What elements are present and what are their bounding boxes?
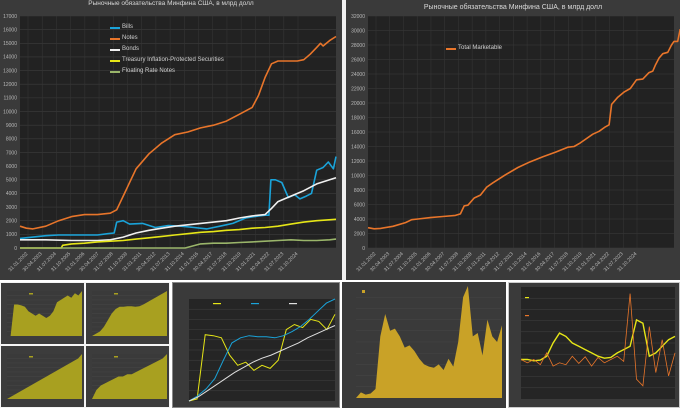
legend-label: Notes	[122, 35, 138, 41]
y-tick-label: 24000	[351, 72, 365, 78]
y-tick-label: 18000	[351, 115, 365, 121]
y-tick-label: 5000	[6, 178, 17, 184]
thumb-grid-four[interactable]	[0, 282, 170, 408]
y-tick-label: 14000	[3, 55, 17, 61]
legend-item: Treasury Inflation-Protected Securities	[110, 55, 224, 66]
plot-area	[20, 16, 336, 248]
y-tick-label: 26000	[351, 57, 365, 63]
legend-label: Bonds	[122, 46, 140, 52]
legend-swatch	[110, 37, 120, 40]
chart-title: Рыночные обязательства Минфина США, в мл…	[88, 0, 254, 7]
series-line-total-marketable	[367, 28, 680, 230]
y-tick-label: 20000	[351, 101, 365, 107]
y-tick-label: 2000	[6, 219, 17, 225]
chart-legend: Total Marketable	[446, 43, 502, 54]
y-tick-label: 16000	[351, 130, 365, 136]
mini-legend-swatch	[29, 293, 33, 295]
mini-legend-swatch	[525, 315, 529, 317]
y-tick-label: 11000	[3, 96, 17, 102]
mini-line-bonds	[188, 325, 336, 402]
y-tick-label: 10000	[351, 173, 365, 179]
mini-line-notes	[188, 298, 336, 402]
y-tick-label: 14000	[351, 144, 365, 150]
y-tick-label: 8000	[354, 188, 365, 194]
chart-total-marketable: Рыночные обязательства Минфина США, в мл…	[346, 0, 680, 280]
mini-area-1	[7, 291, 82, 336]
chart-svg: 0 1000 2000 3000 4000 5000 6000 7000 8000 9000 100…	[3, 14, 337, 273]
legend-item: Total Marketable	[446, 43, 502, 54]
y-tick-label: 13000	[3, 68, 17, 74]
y-tick-label: 0	[14, 246, 17, 252]
chart-marketable-breakdown: Рыночные обязательства Минфина США, в мл…	[0, 0, 342, 280]
thumb-svg	[356, 286, 502, 398]
y-tick-label: 12000	[3, 82, 17, 88]
mini-area-2	[92, 291, 167, 336]
y-tick-label: 30000	[351, 28, 365, 34]
series-line-bonds	[20, 176, 337, 242]
mini-legend-swatch	[114, 356, 118, 358]
y-tick-label: 28000	[351, 43, 365, 49]
thumb-gold-area[interactable]	[342, 282, 506, 408]
y-tick-label: 7000	[6, 150, 17, 156]
y-tick-label: 15000	[3, 41, 17, 47]
mini-legend-swatch	[289, 303, 297, 305]
y-tick-label: 9000	[6, 123, 17, 129]
panel-divider	[342, 0, 346, 280]
y-tick-label: 8000	[6, 137, 17, 143]
mini-area-3	[7, 354, 82, 399]
thumb-svg	[1, 283, 169, 407]
series-line-floating-rate-notes	[20, 238, 337, 249]
mini-legend-swatch	[213, 303, 221, 305]
chart-svg: 0 2000 4000 6000 8000 10000 12000 14000 16000 180…	[351, 14, 680, 273]
y-tick-label: 3000	[6, 205, 17, 211]
y-tick-label: 4000	[354, 217, 365, 223]
legend-swatch	[110, 70, 120, 73]
y-tick-label: 22000	[351, 86, 365, 92]
series-line-notes	[19, 35, 337, 230]
y-tick-label: 1000	[6, 232, 17, 238]
mini-legend-swatch	[251, 303, 259, 305]
mini-legend-swatch	[525, 297, 529, 299]
legend-item: Bonds	[110, 44, 224, 55]
y-tick-label: 6000	[354, 202, 365, 208]
mini-gold-area	[356, 286, 502, 398]
y-tick-label: 2000	[354, 231, 365, 237]
legend-label: Bills	[122, 24, 134, 30]
y-tick-label: 10000	[3, 109, 17, 115]
y-tick-label: 4000	[6, 191, 17, 197]
legend-swatch	[110, 59, 120, 62]
y-tick-label: 6000	[6, 164, 17, 170]
thumb-bills-notes-bonds[interactable]	[172, 282, 340, 408]
y-tick-label: 0	[362, 246, 365, 252]
y-tick-label: 17000	[3, 14, 17, 20]
mini-legend-swatch	[29, 356, 33, 358]
legend-item: Bills	[110, 22, 224, 33]
mini-legend-swatch	[114, 293, 118, 295]
series-line-treasury-inflation-protected-securities	[20, 218, 337, 249]
mini-legend-swatch	[362, 290, 365, 293]
legend-swatch	[110, 48, 120, 51]
thumb-yellow-orange-lines[interactable]	[508, 282, 680, 408]
legend-item: Floating Rate Notes	[110, 66, 224, 77]
mini-area-4	[92, 354, 167, 399]
mini-line-yellow	[521, 318, 676, 362]
series-line-bills	[19, 156, 337, 240]
legend-swatch	[446, 47, 456, 50]
legend-label: Floating Rate Notes	[122, 68, 176, 74]
legend-label: Treasury Inflation-Protected Securities	[122, 57, 224, 63]
legend-swatch	[110, 26, 120, 29]
y-tick-label: 16000	[3, 27, 17, 33]
chart-legend: Bills Notes Bonds Treasury Inflation-Protec…	[110, 22, 224, 77]
legend-label: Total Marketable	[458, 45, 503, 51]
mini-line-bills	[188, 314, 336, 402]
y-tick-label: 12000	[351, 159, 365, 165]
thumb-svg	[188, 298, 336, 402]
chart-title: Рыночные обязательства Минфина США, в мл…	[423, 4, 603, 11]
y-tick-label: 32000	[351, 14, 365, 20]
legend-item: Notes	[110, 33, 224, 44]
thumb-svg	[520, 287, 676, 399]
mini-line-orange	[520, 293, 676, 387]
